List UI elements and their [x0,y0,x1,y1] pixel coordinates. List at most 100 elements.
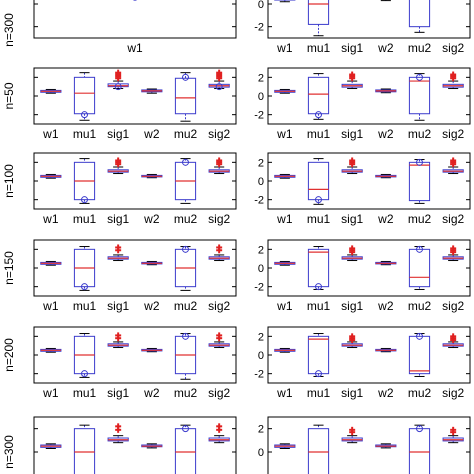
true-value-marker [215,83,223,91]
x-tick-label: sig2 [208,212,230,226]
box-mu2 [174,158,197,204]
x-tick-label: w1 [42,386,59,400]
box-sig2 [208,69,230,90]
true-value-marker [81,370,88,378]
box-sig1 [107,69,129,90]
subplot: w1 mu1 sig1 w2 mu2 sig2 n=200 [2,326,237,400]
x-tick-label: mu1 [307,127,331,141]
box-sig1 [341,426,363,444]
axes-frame [33,239,237,297]
y-tick-label: -2 [254,22,264,34]
box-body [408,335,431,375]
box-mu1 [73,333,96,378]
box-body [73,76,96,115]
box-sig1 [341,157,363,175]
y-tick-label: -2 [254,110,264,122]
box-w2 [375,88,397,94]
x-tick-label: mu1 [73,299,97,313]
box-mu2 [174,424,197,474]
box-w1 [274,260,296,266]
axes-frame [267,67,471,125]
x-tick-label: w2 [377,127,394,141]
x-tick-label: w1 [126,41,143,55]
box-mu2 [408,0,431,33]
x-tick-label: mu2 [408,41,432,55]
box-mu1 [73,72,96,121]
subplot: w1 n=300 [2,0,237,55]
box-body [408,248,431,288]
box-body [307,76,330,115]
box-w1 [274,443,296,449]
box-mu2 [408,333,431,377]
box-sig2 [442,157,464,175]
true-value-marker [182,73,189,81]
box-w2 [375,347,397,353]
true-value-marker [81,283,88,291]
row-label: n=300 [2,13,16,47]
x-tick-label: w1 [276,127,293,141]
y-tick-label: 0 [258,0,264,11]
y-tick-label: 2 [258,72,264,84]
box-mu2 [174,246,197,291]
x-tick-label: sig2 [442,41,464,55]
x-tick-label: mu2 [408,212,432,226]
subplot: -2 0 2 w1 mu1 sig1 w2 mu2 sig2 [254,326,471,400]
axes-frame [267,416,471,474]
y-tick-label: 0 [258,350,264,362]
x-tick-label: sig2 [208,386,230,400]
x-tick-label: mu2 [174,386,198,400]
box-sig1 [341,333,363,349]
x-tick-label: sig2 [208,127,230,141]
x-tick-label: w2 [377,386,394,400]
box-body [307,161,330,201]
axes-frame [33,0,237,39]
box-mu2 [408,159,431,204]
box-w1 [274,0,296,3]
x-tick-label: mu1 [73,386,97,400]
box-sig1 [341,71,363,90]
box-sig2 [208,332,230,349]
box-body [73,428,96,474]
box-w1 [40,173,62,179]
subplot: -2 0 2 w1 mu1 sig1 w2 mu2 sig2 [254,239,471,313]
x-tick-label: w2 [143,299,160,313]
axes-frame [33,416,237,474]
true-value-marker [315,111,322,119]
x-tick-label: mu2 [174,127,198,141]
box-w2 [141,347,163,353]
box-sig2 [442,426,464,444]
box-body [174,77,197,115]
box-sig2 [442,245,464,262]
box-mu2 [408,424,431,474]
box-sig2 [442,71,464,90]
box-mu2 [408,246,431,290]
y-tick-label: 2 [258,424,264,436]
box-w2 [141,173,163,179]
y-tick-label: 2 [258,244,264,256]
x-tick-label: mu1 [307,386,331,400]
subplot: -2 0 2 w1 mu1 sig1 w2 mu2 sig2 [254,67,471,141]
x-tick-label: mu1 [307,299,331,313]
x-tick-label: w1 [276,212,293,226]
y-tick-label: 0 [258,263,264,275]
box-mu1 [307,333,330,377]
x-tick-label: sig1 [341,127,363,141]
box-body [307,248,330,288]
box-w2 [375,443,397,449]
x-tick-label: w2 [143,212,160,226]
true-value-marker [182,425,189,433]
x-tick-label: w2 [377,41,394,55]
box-w1 [274,88,296,94]
x-tick-label: sig2 [442,386,464,400]
x-tick-label: mu2 [408,127,432,141]
true-value-marker [81,111,88,119]
x-tick-label: mu1 [73,212,97,226]
box-w2 [141,260,163,266]
box-sig2 [208,157,230,175]
y-tick-label: 0 [258,91,264,103]
row-label: n=150 [2,251,16,285]
y-tick-label: -2 [254,282,264,294]
box-body [307,428,330,474]
x-tick-label: sig1 [341,212,363,226]
x-tick-label: w2 [143,386,160,400]
